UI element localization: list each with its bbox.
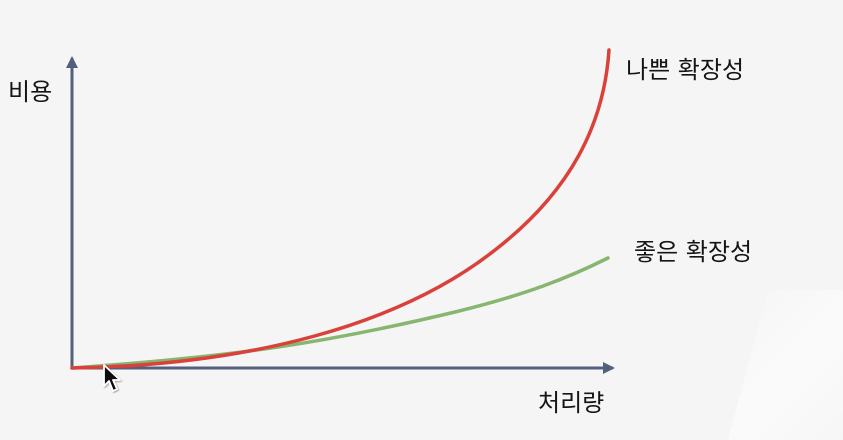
good-scalability-label: 좋은 확장성 bbox=[634, 238, 753, 266]
y-axis-label: 비용 bbox=[8, 78, 53, 106]
mouse-cursor-icon bbox=[103, 364, 121, 392]
good-scalability-curve bbox=[70, 256, 610, 370]
bad-scalability-curve bbox=[70, 48, 611, 370]
bad-scalability-label: 나쁜 확장성 bbox=[626, 56, 745, 84]
x-axis-label: 처리량 bbox=[538, 389, 605, 417]
